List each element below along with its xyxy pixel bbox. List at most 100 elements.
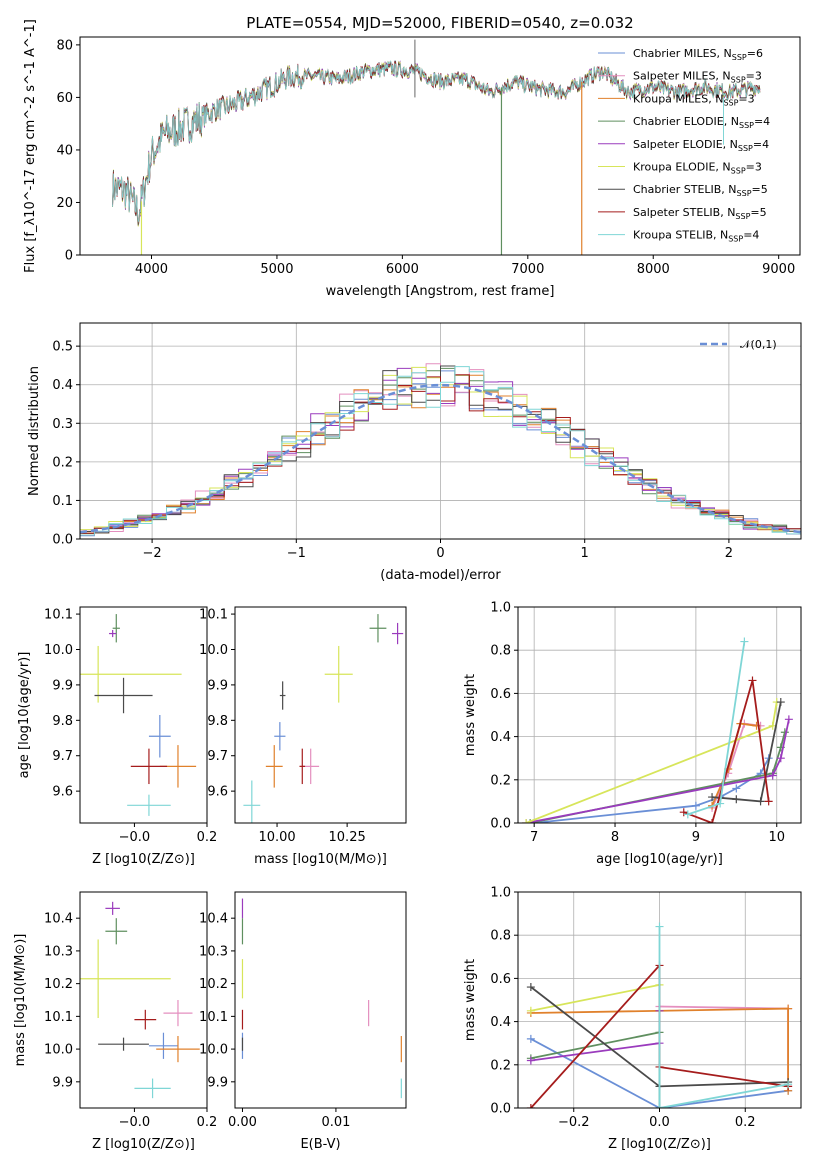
- y-axis-label: mass [log10(M/M⊙)]: [13, 934, 28, 1067]
- x-tick-label: 4000: [135, 262, 168, 277]
- series-line: [683, 680, 770, 823]
- x-tick-label: 0.01: [321, 1115, 350, 1130]
- plot-area-mw_vs_z: [526, 922, 793, 1108]
- normal-curve: [80, 383, 801, 534]
- x-tick-label: 10.00: [258, 830, 295, 845]
- histogram-series-1: [80, 363, 801, 539]
- series-marker: [526, 819, 535, 823]
- legend-sub: SSP: [738, 144, 753, 153]
- legend-label: 𝒩(0,1): [740, 338, 777, 351]
- panel-residuals: 𝒩(0,1) −2 −1 0 1 2 0.0 0.1 0.2 0.3 0.4 0.5 (data-mod…: [27, 322, 802, 583]
- panel-mass_vs_z: −0.0 0.2 9.9 10.0 10.1 10.2 10.3 10.4 Z [log10(Z…: [13, 891, 217, 1152]
- x-tick-label: 10: [768, 830, 785, 845]
- legend-rest: =5: [752, 183, 768, 196]
- series-marker: [655, 1104, 664, 1108]
- x-tick-label: −2: [143, 546, 162, 561]
- series-marker: [526, 1034, 535, 1043]
- series-marker: [768, 771, 777, 780]
- legend-sub: SSP: [732, 53, 747, 62]
- series-marker: [732, 795, 741, 804]
- series-marker: [526, 983, 535, 992]
- legend-label: Chabrier STELIB, NSSP=5: [633, 183, 768, 198]
- axes-frame: [517, 606, 802, 824]
- y-tick-label: 10.1: [199, 1010, 228, 1025]
- histogram-series-8: [80, 366, 801, 539]
- series-marker: [784, 1080, 793, 1089]
- legend-rest: =3: [746, 161, 762, 174]
- y-axis-label: mass weight: [463, 674, 478, 756]
- legend-sub: SSP: [739, 121, 754, 130]
- y-tick-label: 9.9: [207, 678, 228, 693]
- y-tick-label: 0.2: [490, 1058, 511, 1073]
- x-tick-label: 1: [581, 546, 589, 561]
- y-tick-label: 10.4: [199, 912, 228, 927]
- series-line: [530, 984, 660, 1012]
- x-tick-label: 5000: [260, 262, 293, 277]
- y-tick-label: 1.0: [490, 886, 511, 901]
- y-tick-label: 9.9: [52, 678, 73, 693]
- legend-spectrum: Chabrier MILES, NSSP=6 Salpeter MILES, NS…: [598, 47, 770, 244]
- y-tick-label: 9.9: [207, 1075, 228, 1090]
- y-tick-label: 0.8: [490, 644, 511, 659]
- panel-mass_vs_ebv: 0.00 0.01 9.9 10.0 10.1 10.2 10.3 10.4 E(B-V): [199, 891, 407, 1152]
- series-marker: [679, 808, 688, 817]
- y-tick-label: 0.0: [52, 533, 73, 548]
- x-tick-label: 9: [692, 830, 700, 845]
- panel-mw_vs_z: −0.2 0.0 0.2 0.0 0.2 0.4 0.6 0.8 1.0 Z [log10(Z/Z…: [463, 886, 802, 1152]
- y-tick-label: 10.0: [44, 1043, 73, 1058]
- legend-sub: SSP: [728, 235, 743, 244]
- y-axis-label: Flux [f_λ10^-17 erg cm^-2 s^-1 A^-1]: [23, 19, 38, 273]
- legend-sub: SSP: [735, 212, 750, 221]
- x-tick-label: −0.0: [119, 1115, 151, 1130]
- legend-rest: =4: [754, 115, 770, 128]
- y-tick-label: 9.8: [52, 714, 73, 729]
- legend-rest: =4: [753, 138, 769, 151]
- y-tick-label: 60: [56, 91, 73, 106]
- y-tick-label: 9.6: [207, 785, 228, 800]
- x-axis-label: Z [log10(Z/Z⊙)]: [608, 1137, 711, 1152]
- y-tick-label: 0.0: [490, 1102, 511, 1117]
- y-tick-label: 9.7: [207, 749, 228, 764]
- legend-sub: SSP: [737, 189, 752, 198]
- x-tick-label: 0.2: [197, 830, 218, 845]
- x-tick-label: −0.2: [558, 1115, 590, 1130]
- x-tick-label: −1: [287, 546, 306, 561]
- x-tick-label: 0.2: [735, 1115, 756, 1130]
- panel-age_vs_mass: 10.00 10.25 9.6 9.7 9.8 9.9 10.0 10.1 mass [log1…: [199, 606, 407, 867]
- series-marker: [740, 637, 749, 646]
- axes-frame: [79, 606, 208, 824]
- legend-sub: SSP: [731, 167, 746, 176]
- y-tick-label: 10.0: [199, 1043, 228, 1058]
- series-marker: [776, 754, 785, 763]
- x-axis-label: (data-model)/error: [380, 568, 501, 583]
- series-marker: [655, 922, 664, 931]
- series-marker: [526, 1056, 535, 1065]
- series-marker: [708, 793, 717, 802]
- plot-area-mw_vs_age: [522, 637, 793, 823]
- panel-age_vs_z: −0.0 0.2 9.6 9.7 9.8 9.9 10.0 10.1 Z [log10(Z/Z⊙…: [17, 606, 218, 867]
- legend-rest: =5: [750, 206, 766, 219]
- figure-title: PLATE=0554, MJD=52000, FIBERID=0540, z=0…: [246, 14, 633, 32]
- x-tick-label: 2: [725, 546, 733, 561]
- x-axis-label: E(B-V): [300, 1137, 340, 1152]
- y-tick-label: 0.2: [52, 455, 73, 470]
- spectrum-series-8: [112, 60, 761, 223]
- legend-label: Kroupa ELODIE, NSSP=3: [633, 161, 762, 176]
- panel-mw_vs_age: 7 8 9 10 0.0 0.2 0.4 0.6 0.8 1.0 age [log10(age/yr…: [463, 601, 802, 867]
- plot-area-mass_vs_ebv: [241, 898, 402, 1099]
- x-tick-label: −0.0: [119, 830, 151, 845]
- series-marker: [526, 1104, 535, 1108]
- x-axis-label: wavelength [Angstrom, rest frame]: [326, 284, 555, 299]
- legend-label: Kroupa MILES, NSSP=3: [633, 92, 755, 107]
- series-marker: [784, 715, 793, 724]
- y-tick-label: 10.1: [44, 608, 73, 623]
- x-axis-label: mass [log10(M/M⊙)]: [254, 852, 387, 867]
- plot-area-spectrum: [112, 39, 761, 255]
- y-tick-label: 0.4: [490, 730, 511, 745]
- panel-spectrum: Chabrier MILES, NSSP=6 Salpeter MILES, NS…: [23, 19, 801, 299]
- axes-frame: [234, 606, 407, 824]
- x-tick-label: 10.25: [329, 830, 366, 845]
- legend-label: Salpeter STELIB, NSSP=5: [633, 206, 767, 221]
- y-tick-label: 0.6: [490, 687, 511, 702]
